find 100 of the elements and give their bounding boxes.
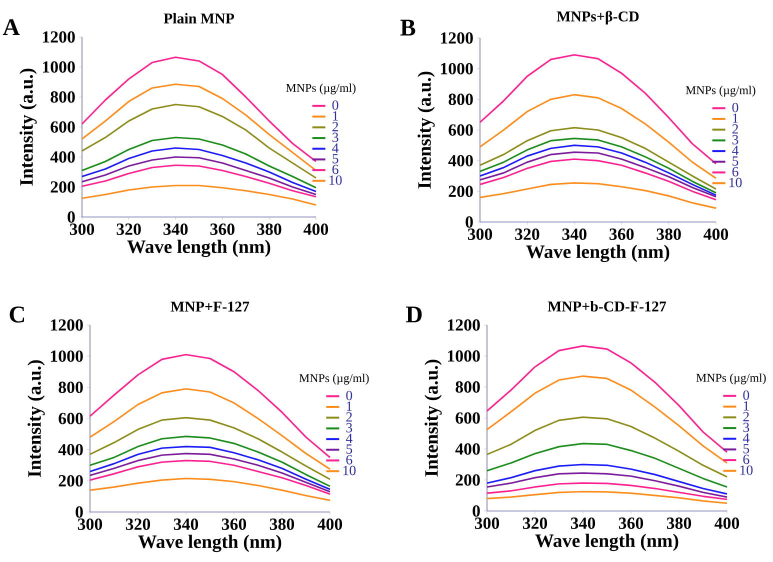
line-series	[81, 104, 317, 179]
y-tick-label: 1000	[42, 61, 75, 73]
line-series	[486, 464, 728, 495]
text: C	[10, 306, 24, 323]
x-tick-label: 300	[70, 224, 94, 235]
legend-title: MNPs (µg/ml)	[299, 374, 369, 385]
x-tick-label: 320	[522, 518, 548, 529]
x-tick-label: 380	[656, 228, 681, 240]
line-series	[479, 144, 717, 196]
x-tick-label: 360	[210, 224, 234, 235]
legend-label: 5	[732, 156, 738, 166]
y-axis-title: Intensity (a.u.)	[424, 360, 442, 477]
line-series	[81, 164, 317, 198]
line-series	[81, 83, 317, 172]
y-tick-label: 0	[68, 211, 75, 223]
x-tick-label: 340	[174, 518, 198, 530]
y-tick-label: 1000	[50, 350, 83, 362]
x-tick-label: 300	[474, 518, 500, 529]
line-series	[486, 345, 728, 453]
legend-label: 2	[743, 412, 749, 422]
text: D	[406, 306, 422, 322]
y-tick-label: 400	[50, 151, 75, 163]
legend-label: 0	[743, 390, 750, 400]
line-series	[81, 156, 317, 196]
x-axis-title: Wave length (nm)	[127, 240, 270, 258]
y-tick-label: 400	[58, 444, 83, 456]
legend-label: 6	[743, 454, 750, 464]
line-series	[479, 126, 717, 190]
x-tick-label: 360	[618, 518, 644, 529]
line-series	[81, 136, 317, 189]
x-axis-title: Wave length (nm)	[138, 534, 282, 552]
line-series	[89, 446, 331, 490]
y-tick-label: 1200	[50, 319, 83, 331]
x-tick-label: 340	[570, 518, 596, 529]
x-tick-label: 360	[610, 228, 634, 240]
legend-title: MNPs (µg/ml)	[686, 86, 756, 97]
line-series	[486, 416, 728, 478]
line-series	[81, 56, 317, 162]
line-series	[479, 158, 717, 201]
y-tick-label: 0	[466, 216, 473, 228]
legend-label: 4	[732, 146, 739, 155]
line-series	[486, 472, 728, 498]
legend-label: 0	[346, 390, 352, 400]
y-tick-label: 1000	[440, 62, 473, 74]
line-series	[89, 436, 331, 488]
x-tick-label: 360	[222, 518, 246, 530]
x-axis-title: Wave length (nm)	[535, 534, 678, 552]
x-tick-label: 300	[468, 228, 492, 240]
legend-label: 2	[346, 412, 352, 422]
y-tick-label: 200	[448, 186, 473, 198]
y-axis-title: Intensity (a.u.)	[20, 68, 37, 186]
line-series	[89, 452, 331, 493]
legend-label: 1	[333, 111, 338, 120]
legend-label: 10	[343, 466, 356, 476]
text: B	[400, 20, 416, 36]
legend-label: 0	[732, 102, 738, 112]
x-tick-label: 340	[562, 228, 586, 240]
legend-label: 3	[332, 132, 338, 142]
legend-label: 4	[346, 434, 352, 443]
x-tick-label: 340	[164, 224, 188, 235]
line-series	[486, 375, 728, 464]
legend-label: 5	[332, 154, 338, 164]
y-tick-label: 600	[448, 124, 473, 136]
legend-label: 10	[330, 175, 342, 185]
x-tick-label: 380	[257, 224, 282, 235]
legend-label: 6	[732, 167, 738, 176]
y-tick-label: 400	[448, 154, 473, 166]
y-tick-label: 1200	[42, 31, 75, 43]
line-series	[479, 182, 717, 209]
y-tick-label: 0	[76, 506, 83, 518]
line-series	[89, 478, 331, 502]
line-series	[479, 94, 717, 180]
legend-title: MNPs (µg/ml)	[696, 373, 766, 384]
x-tick-label: 300	[78, 518, 102, 530]
y-tick-label: 600	[50, 121, 75, 133]
line-series	[479, 151, 717, 198]
legend-label: 10	[740, 465, 753, 475]
x-tick-label: 320	[515, 228, 540, 240]
line-series	[81, 184, 317, 206]
legend-label: 1	[346, 402, 352, 411]
text: A	[2, 19, 20, 35]
legend-title: MNPs (µg/ml)	[286, 84, 356, 94]
line-series	[479, 138, 717, 194]
legend-label: 1	[732, 114, 738, 123]
y-tick-label: 1200	[440, 32, 473, 44]
legend-label: 2	[732, 124, 738, 134]
y-tick-label: 600	[58, 412, 83, 424]
y-tick-label: 800	[50, 91, 75, 103]
legend-label: 2	[332, 122, 338, 132]
y-tick-label: 1000	[448, 350, 480, 362]
y-tick-label: 800	[456, 381, 480, 393]
legend-label: 0	[332, 100, 338, 110]
legend-label: 6	[332, 164, 338, 174]
legend-label: 1	[744, 401, 749, 410]
x-tick-label: 400	[714, 518, 740, 529]
y-tick-label: 200	[456, 474, 480, 486]
legend-label: 5	[743, 444, 750, 454]
y-tick-label: 600	[456, 412, 480, 424]
y-tick-label: 400	[455, 443, 480, 455]
x-tick-label: 320	[116, 224, 141, 235]
